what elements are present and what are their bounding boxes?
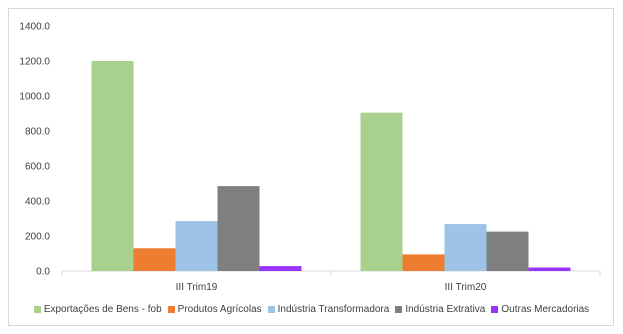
y-tick-label: 0.0 [36, 267, 50, 278]
bar [444, 224, 487, 271]
bar [402, 254, 445, 271]
bar [217, 186, 260, 271]
x-category-label: III Trim20 [445, 282, 487, 293]
bar [175, 221, 218, 271]
legend-item: Indústria Transformadora [267, 304, 390, 315]
bar [91, 61, 134, 271]
y-tick-label: 1200.0 [19, 57, 50, 68]
bar [486, 231, 529, 271]
legend-item: Indústria Extrativa [395, 304, 485, 315]
y-tick-label: 400.0 [25, 197, 50, 208]
y-tick-label: 800.0 [25, 127, 50, 138]
chart-frame [8, 8, 614, 326]
legend-label: Indústria Extrativa [405, 304, 486, 315]
y-tick-label: 1400.0 [19, 22, 50, 33]
y-tick-label: 1000.0 [19, 92, 50, 103]
x-category-label: III Trim19 [176, 282, 218, 293]
legend-swatch [167, 306, 175, 313]
y-tick-label: 200.0 [25, 232, 50, 243]
bar [133, 248, 176, 271]
legend-swatch [395, 306, 403, 313]
legend-label: Indústria Transformadora [277, 304, 390, 315]
bar [528, 267, 571, 271]
y-tick-label: 600.0 [25, 162, 50, 173]
bar [259, 266, 302, 271]
bar [360, 112, 403, 271]
chart-legend: Exportações de Bens - fob Produtos Agríco… [0, 304, 623, 315]
legend-item: Produtos Agrícolas [167, 304, 262, 315]
legend-swatch [33, 306, 41, 313]
legend-swatch [491, 306, 499, 313]
legend-label: Outras Mercadorias [501, 304, 590, 315]
legend-swatch [267, 306, 275, 313]
legend-item: Outras Mercadorias [491, 304, 589, 315]
legend-label: Exportações de Bens - fob [43, 304, 162, 315]
legend-label: Produtos Agrícolas [177, 304, 262, 315]
legend-item: Exportações de Bens - fob [33, 304, 162, 315]
